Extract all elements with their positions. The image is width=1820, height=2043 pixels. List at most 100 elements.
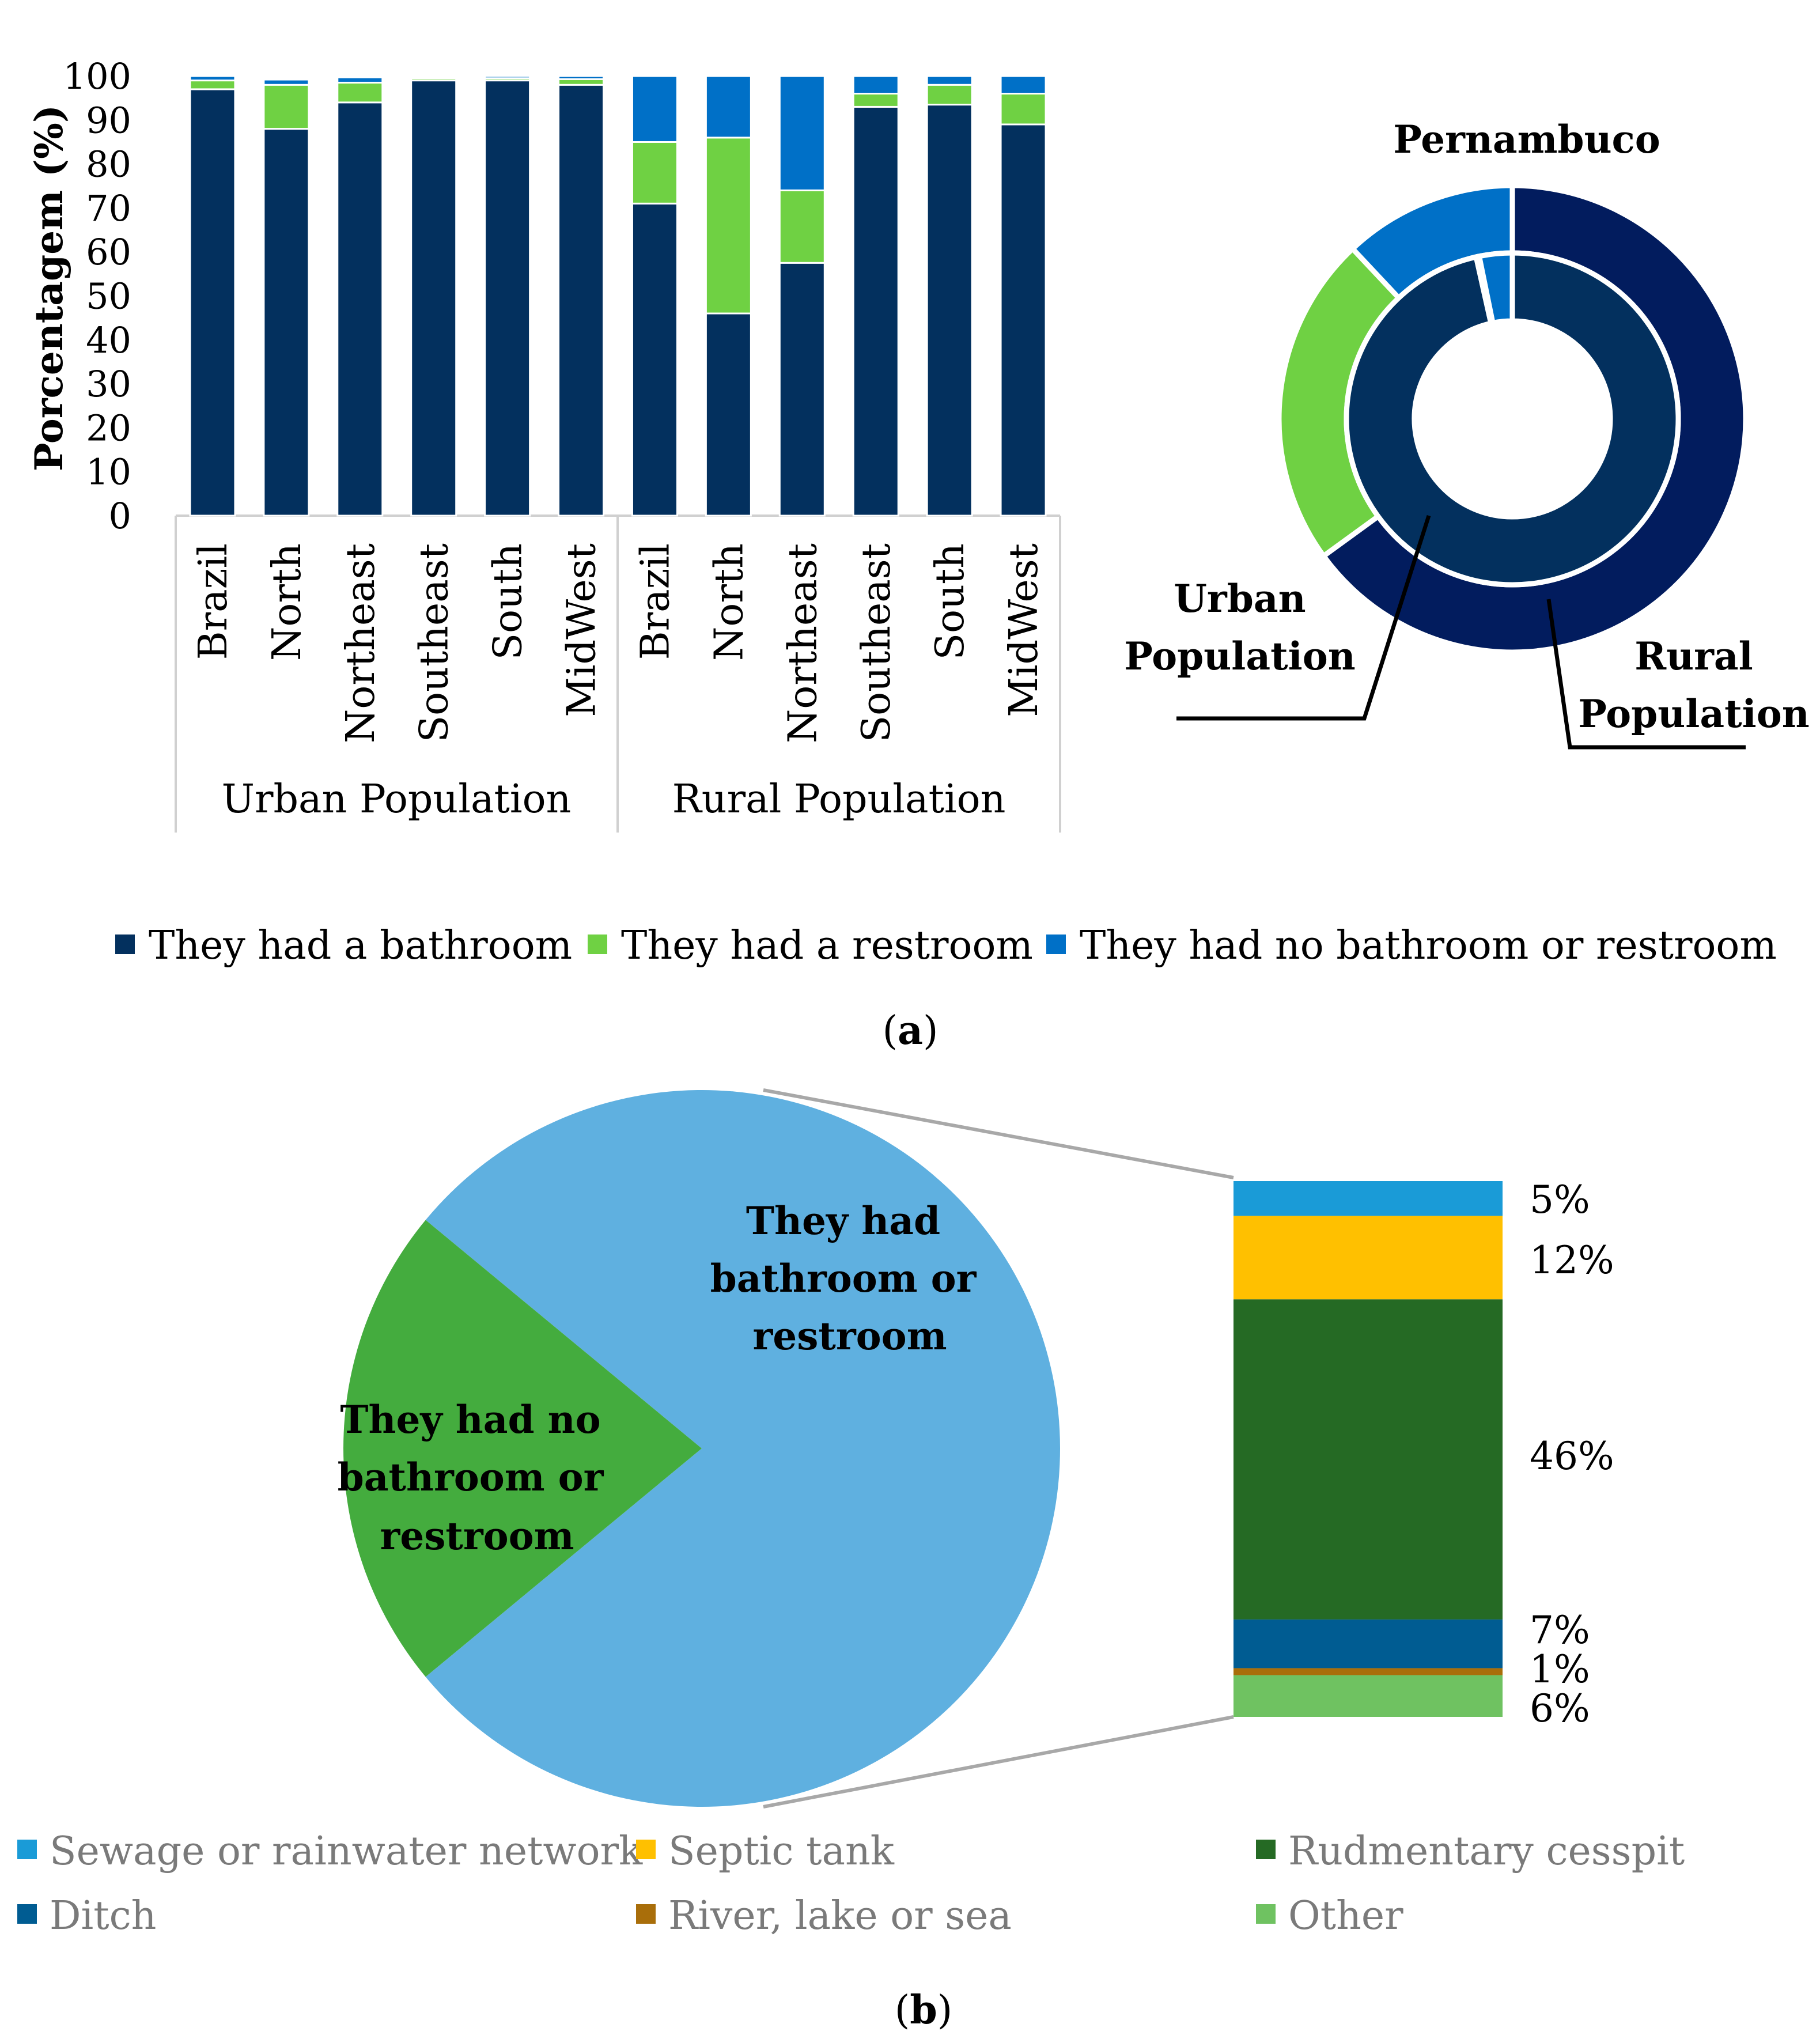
stack-segment-rudmentary-cesspit xyxy=(1233,1299,1503,1620)
bar-urban-population-north-they-had-a-restroom xyxy=(263,84,310,130)
legend-a-label-bathroom: They had a bathroom xyxy=(149,923,572,968)
bar-rural-population-southeast-they-had-a-bathroom xyxy=(852,105,899,517)
stack-label-septic-tank: 12% xyxy=(1530,1238,1614,1282)
bar-urban-population-midwest-they-had-a-bathroom xyxy=(558,84,605,517)
stack-label-river-lake-or-sea: 1% xyxy=(1530,1647,1590,1692)
bar-urban-population-south-they-had-no-bathroom-or-restroom xyxy=(484,75,531,80)
legend-b-label-ditch: Ditch xyxy=(50,1893,156,1939)
legend-b-label-sewage: Sewage or rainwater network xyxy=(50,1829,643,1874)
bar-urban-population-brazil-they-had-a-restroom xyxy=(189,80,236,90)
svg-text:(b): (b) xyxy=(895,1987,953,2033)
caption-a-close: ) xyxy=(923,1008,939,1054)
rural-leader-line xyxy=(1546,599,1746,750)
bar-rural-population-northeast-they-had-no-bathroom-or-restroom xyxy=(778,75,826,191)
stack-label-other: 6% xyxy=(1530,1686,1590,1731)
x-label-rural-population-south: South xyxy=(928,543,973,660)
bar-rural-population-south-they-had-a-restroom xyxy=(926,84,973,106)
y-axis-label: Porcentagem (%) xyxy=(27,105,71,471)
x-label-urban-population-north: North xyxy=(264,543,310,661)
pie-label-bathroom: They had bathroom or restroom xyxy=(710,1198,990,1359)
pie-label-bathroom-line3: restroom xyxy=(752,1314,947,1359)
stack-label-ditch: 7% xyxy=(1530,1608,1590,1652)
y-tick-30: 30 xyxy=(86,363,131,405)
legend-b-label-river: River, lake or sea xyxy=(668,1893,1012,1939)
stack-segment-sewage-or-rainwater-network xyxy=(1233,1181,1503,1216)
donut-title: Pernambuco xyxy=(1393,117,1660,162)
bar-rural-population-south-they-had-a-bathroom xyxy=(926,104,973,517)
x-label-urban-population-northeast: Northeast xyxy=(338,543,384,743)
legend-b-label-other: Other xyxy=(1288,1893,1403,1939)
bar-of-pie-chart: They had bathroom or restroom They had n… xyxy=(338,1088,1614,1809)
bar-urban-population-brazil-they-had-a-bathroom xyxy=(189,88,236,517)
stack-label-sewage-or-rainwater-network: 5% xyxy=(1530,1178,1590,1222)
bar-rural-population-southeast-they-had-a-restroom xyxy=(852,93,899,108)
y-tick-20: 20 xyxy=(86,407,131,449)
y-tick-50: 50 xyxy=(86,275,131,317)
pie-label-no-bathroom-line2: bathroom or xyxy=(338,1455,604,1500)
bar-chart-axes xyxy=(175,514,1061,833)
bar-rural-population-brazil-they-had-no-bathroom-or-restroom xyxy=(631,75,678,143)
legend-a-swatch-bathroom xyxy=(115,935,135,954)
caption-b: (b) xyxy=(895,1987,953,2033)
bar-rural-population-northeast-they-had-a-bathroom xyxy=(778,262,826,517)
pie-label-no-bathroom-line1: They had no xyxy=(340,1397,600,1442)
pie-slices xyxy=(343,1089,1061,1807)
bar-urban-population-midwest-they-had-no-bathroom-or-restroom xyxy=(558,75,605,80)
y-tick-40: 40 xyxy=(86,319,131,361)
bar-rural-population-midwest-they-had-no-bathroom-or-restroom xyxy=(1000,75,1047,95)
rural-label-line2: Population xyxy=(1578,691,1809,736)
stacked-breakdown-labels: 5% 12% 46% 7%1%6% xyxy=(1530,1178,1614,1731)
pie-label-bathroom-line1: They had xyxy=(746,1198,940,1243)
bar-urban-population-southeast-they-had-a-bathroom xyxy=(410,80,457,517)
bar-urban-population-north-they-had-a-bathroom xyxy=(263,128,310,517)
x-label-urban-population-midwest: MidWest xyxy=(559,543,605,717)
bar-rural-population-north-they-had-a-restroom xyxy=(705,137,752,315)
stacked-breakdown-bar xyxy=(1233,1181,1503,1717)
y-tick-90: 90 xyxy=(86,99,131,141)
stack-segment-other xyxy=(1233,1675,1503,1717)
legend-a-swatch-restroom xyxy=(588,935,607,954)
legend-a-label-none: They had no bathroom or restroom xyxy=(1080,923,1777,968)
caption-a: (a) xyxy=(882,1008,938,1054)
pie-slice-no-bathroom-or-restroom xyxy=(343,1220,702,1677)
bar-urban-population-northeast-they-had-a-restroom xyxy=(336,81,384,104)
x-label-rural-population-north: North xyxy=(706,543,752,661)
bar-rural-population-northeast-they-had-a-restroom xyxy=(778,189,826,264)
bar-rural-population-south-they-had-no-bathroom-or-restroom xyxy=(926,75,973,86)
caption-a-letter: a xyxy=(898,1008,923,1054)
connector-line-bottom xyxy=(763,1715,1234,1809)
bar-rural-population-midwest-they-had-a-bathroom xyxy=(1000,123,1047,517)
x-label-urban-population-brazil: Brazil xyxy=(191,543,236,660)
x-label-rural-population-brazil: Brazil xyxy=(633,543,678,660)
pie-slice-bathroom-or-restroom xyxy=(425,1089,1061,1807)
legend-b: Sewage or rainwater network Septic tank … xyxy=(17,1829,1685,1939)
x-label-urban-population-southeast: Southeast xyxy=(412,543,457,742)
bar-urban-population-northeast-they-had-no-bathroom-or-restroom xyxy=(336,76,384,84)
caption-b-letter: b xyxy=(910,1987,937,2033)
stack-segment-septic-tank xyxy=(1233,1216,1503,1300)
bar-urban-population-north-they-had-no-bathroom-or-restroom xyxy=(263,78,310,86)
bar-rural-population-north-they-had-a-bathroom xyxy=(705,312,752,517)
bar-urban-population-southeast-they-had-no-bathroom-or-restroom xyxy=(410,76,457,80)
caption-b-close: ) xyxy=(937,1988,953,2033)
y-tick-10: 10 xyxy=(86,451,131,493)
y-tick-70: 70 xyxy=(86,187,131,229)
stack-segment-river-lake-or-sea xyxy=(1233,1668,1503,1675)
donut-chart: Pernambuco Urban Population Rural Popula… xyxy=(1124,117,1810,750)
urban-label-line2: Population xyxy=(1124,634,1355,679)
donut-inner-slice-they-had-a-bathroom xyxy=(1344,250,1681,588)
rural-label-line1: Rural xyxy=(1634,634,1753,679)
bar-urban-population-northeast-they-had-a-bathroom xyxy=(336,101,384,517)
legend-b-label-septic: Septic tank xyxy=(668,1829,895,1874)
bar-rural-population-southeast-they-had-no-bathroom-or-restroom xyxy=(852,75,899,95)
donut-inner-ring xyxy=(1344,250,1681,588)
x-label-rural-population-midwest: MidWest xyxy=(1001,543,1047,717)
caption-a-open: ( xyxy=(882,1008,898,1054)
legend-b-swatch-cesspit xyxy=(1256,1840,1276,1859)
donut-outer-ring xyxy=(1276,183,1749,655)
group-label-urban: Urban Population xyxy=(222,777,572,822)
x-label-urban-population-south: South xyxy=(486,543,531,660)
